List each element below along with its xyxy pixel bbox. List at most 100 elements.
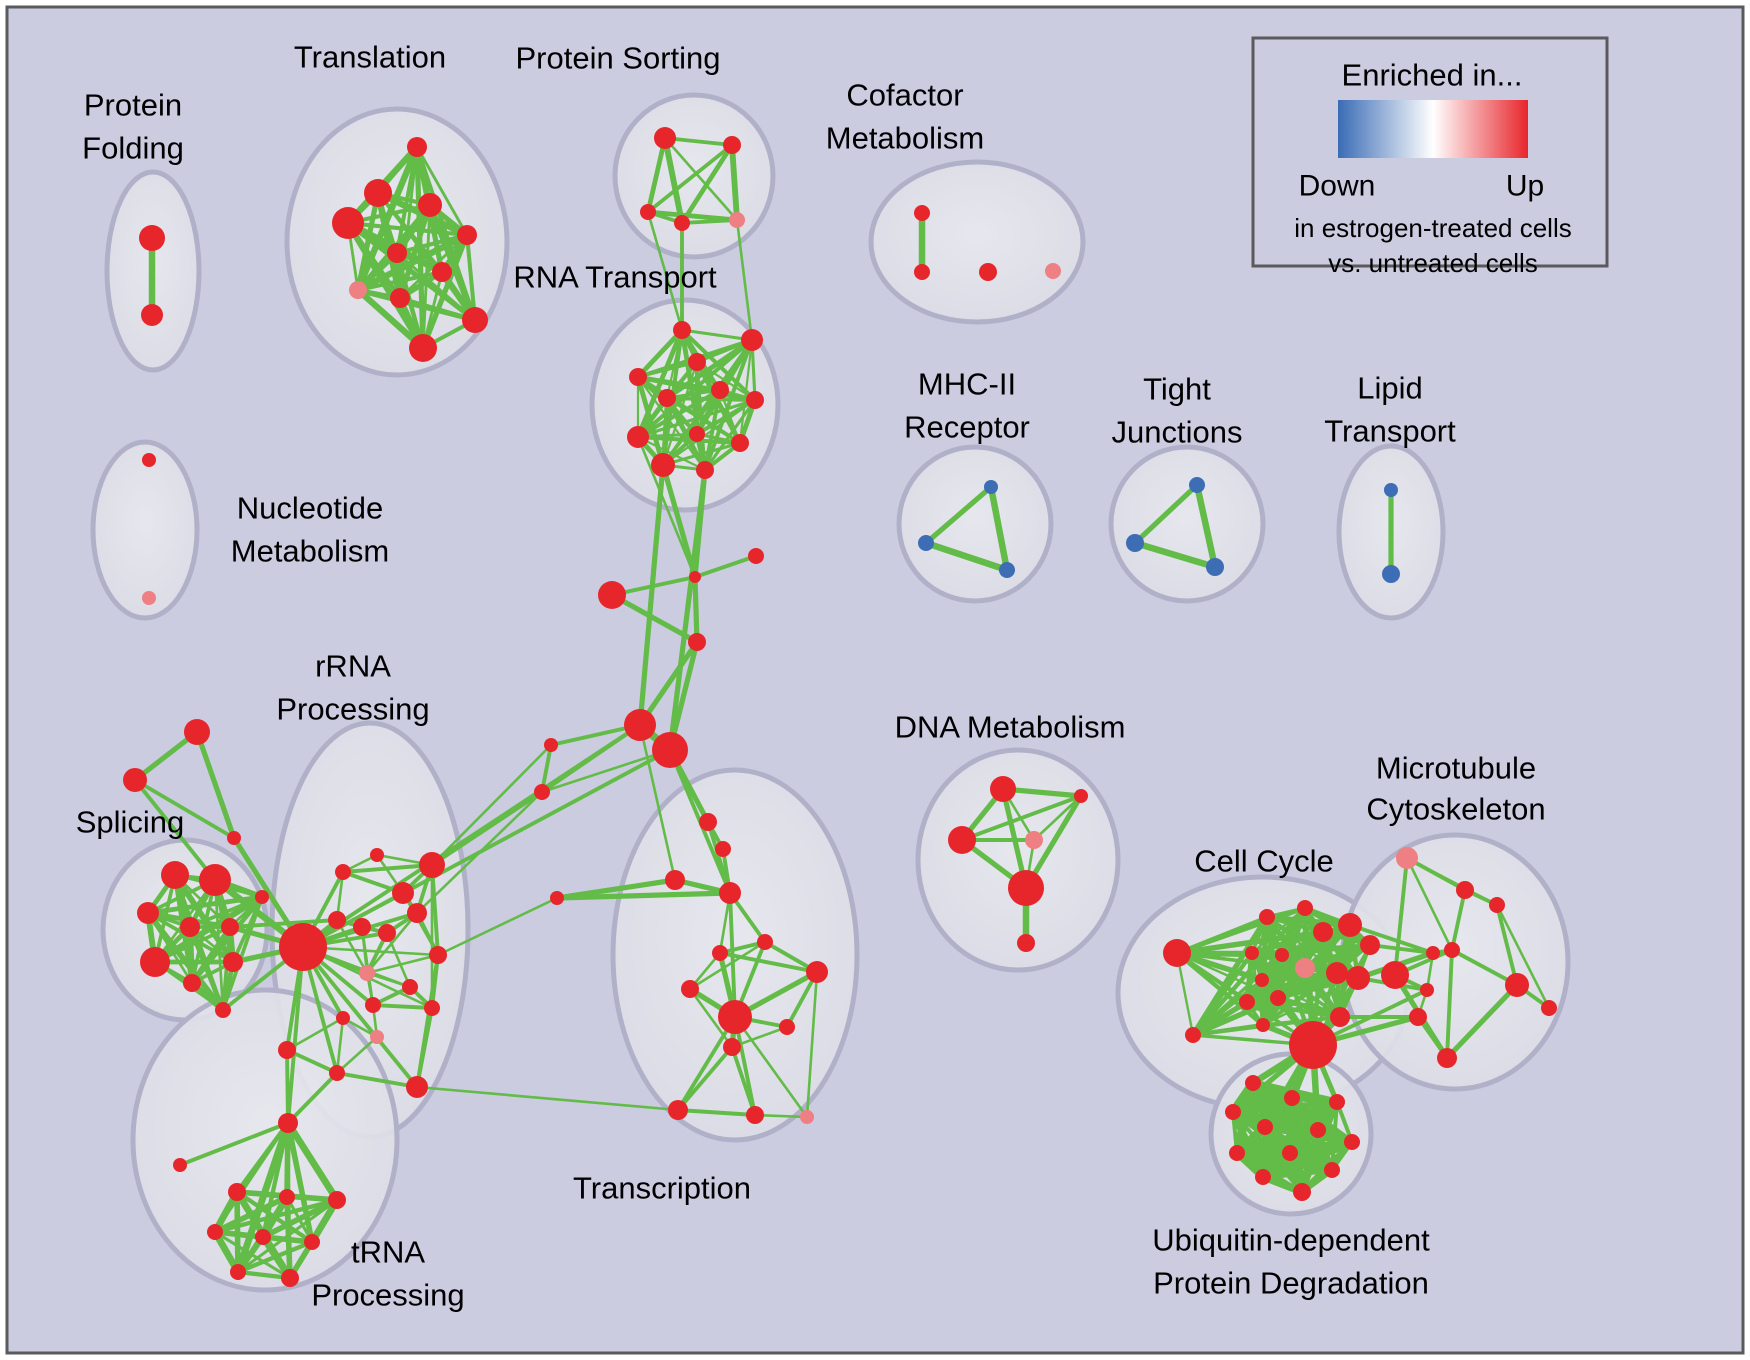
link-edge bbox=[638, 723, 677, 882]
edge-rrna-processing bbox=[335, 918, 369, 975]
legend-caption-line1: in estrogen-treated cells bbox=[1294, 213, 1571, 243]
edge-connector bbox=[692, 574, 700, 645]
node-connector bbox=[534, 784, 550, 800]
edge-translation bbox=[345, 220, 470, 238]
node-cell-cycle bbox=[1256, 1018, 1270, 1032]
edge-dna-metabolism bbox=[1032, 794, 1083, 842]
node-microtubule-cytoskeleton bbox=[1381, 961, 1409, 989]
node-splicing bbox=[161, 861, 189, 889]
edge-mhc-ii-receptor bbox=[987, 483, 1011, 574]
node-translation bbox=[364, 179, 392, 207]
node-down-tight-junctions bbox=[1206, 558, 1224, 576]
edge-translation bbox=[464, 232, 478, 323]
node-rrna-processing bbox=[359, 965, 375, 981]
node-ubiquitin-degradation bbox=[1229, 1145, 1245, 1161]
cluster-label-cofactor-metabolism: Metabolism bbox=[826, 121, 985, 156]
node-translation bbox=[432, 262, 452, 282]
edge-transcription bbox=[676, 1015, 737, 1112]
node-connector bbox=[544, 738, 558, 752]
edge-connector bbox=[609, 592, 700, 645]
node-rna-transport bbox=[731, 434, 749, 452]
cluster-label-mhc-ii-receptor: Receptor bbox=[904, 410, 1030, 445]
node-splicing bbox=[180, 917, 200, 937]
node-rrna-processing bbox=[329, 1065, 345, 1081]
node-cofactor-metabolism bbox=[914, 264, 930, 280]
node-trna-processing bbox=[207, 1224, 223, 1240]
cluster-ellipse-cofactor-metabolism bbox=[868, 159, 1086, 325]
cluster-label-protein-sorting: Protein Sorting bbox=[515, 41, 720, 76]
edge-connector bbox=[540, 748, 672, 794]
legend-caption-line2: vs. untreated cells bbox=[1328, 248, 1538, 278]
edge-transcription bbox=[688, 940, 767, 991]
cluster-label-microtubule-cytoskeleton: Cytoskeleton bbox=[1366, 792, 1545, 827]
edge-transcription bbox=[676, 1108, 757, 1117]
node-rrna-processing bbox=[335, 864, 351, 880]
node-microtubule-cytoskeleton bbox=[1409, 1008, 1427, 1026]
cluster-label-trna-processing: Processing bbox=[311, 1278, 464, 1313]
edge-free-triangle bbox=[194, 729, 237, 841]
edge-translation bbox=[345, 220, 478, 323]
node-cell-cycle bbox=[1289, 1021, 1337, 1069]
edge-microtubule-cytoskeleton bbox=[1495, 903, 1519, 987]
node-down-tight-junctions bbox=[1126, 534, 1144, 552]
edge-connector bbox=[610, 575, 697, 597]
node-dna-metabolism bbox=[1008, 870, 1044, 906]
edge-dna-metabolism bbox=[1000, 786, 1084, 799]
node-cell-cycle bbox=[1338, 913, 1362, 937]
link-edge bbox=[285, 1048, 290, 1125]
node-protein-sorting bbox=[729, 212, 745, 228]
edge-splicing bbox=[221, 895, 264, 1012]
node-connector bbox=[688, 633, 706, 651]
node-rrna-processing bbox=[370, 1030, 384, 1044]
edge-trna-processing bbox=[260, 1234, 315, 1245]
edge-connector bbox=[540, 723, 642, 794]
node-down-mhc-ii-receptor bbox=[999, 562, 1015, 578]
edge-rna-transport bbox=[635, 374, 758, 403]
node-free-triangle bbox=[184, 719, 210, 745]
node-translation bbox=[409, 334, 437, 362]
node-cell-cycle bbox=[1259, 909, 1275, 925]
node-rrna-processing bbox=[407, 903, 427, 923]
node-rrna-processing bbox=[424, 1000, 440, 1016]
node-nucleotide-metabolism bbox=[142, 591, 156, 605]
node-free-triangle bbox=[123, 768, 147, 792]
edge-protein-sorting bbox=[663, 136, 739, 222]
node-rrna-processing bbox=[365, 997, 381, 1013]
node-down-lipid-transport bbox=[1384, 483, 1398, 497]
edge-splicing bbox=[152, 894, 265, 965]
node-rna-transport bbox=[673, 321, 691, 339]
node-rrna-processing bbox=[378, 924, 396, 942]
node-connector bbox=[748, 548, 764, 564]
node-cell-cycle bbox=[1185, 1027, 1201, 1043]
node-transcription bbox=[800, 1110, 814, 1124]
edge-transcription bbox=[718, 951, 819, 974]
node-protein-sorting bbox=[640, 204, 656, 220]
cluster-label-mhc-ii-receptor: MHC-II bbox=[918, 367, 1016, 402]
link-edge bbox=[286, 945, 305, 1125]
node-microtubule-cytoskeleton bbox=[1426, 946, 1440, 960]
node-trna-processing bbox=[279, 1189, 295, 1205]
node-transcription bbox=[550, 891, 564, 905]
node-translation bbox=[418, 193, 442, 217]
node-microtubule-cytoskeleton bbox=[1420, 983, 1434, 997]
edge-translation bbox=[395, 251, 477, 322]
edge-transcription bbox=[688, 987, 734, 1049]
node-cell-cycle bbox=[1360, 935, 1380, 955]
legend-gradient-bar bbox=[1338, 100, 1528, 158]
cluster-label-nucleotide-metabolism: Metabolism bbox=[231, 534, 390, 569]
edge-rna-transport bbox=[665, 396, 757, 402]
node-dna-metabolism bbox=[948, 826, 976, 854]
node-dna-metabolism bbox=[990, 776, 1016, 802]
edge-rrna-processing bbox=[285, 1048, 339, 1075]
node-rrna-processing bbox=[278, 1041, 296, 1059]
legend-up-label: Up bbox=[1506, 170, 1544, 203]
node-ubiquitin-degradation bbox=[1293, 1183, 1311, 1201]
node-trna-processing bbox=[328, 1191, 346, 1209]
edge-trna-processing bbox=[284, 1119, 341, 1204]
cluster-label-ubiquitin-degradation: Protein Degradation bbox=[1153, 1266, 1429, 1301]
edge-transcription bbox=[676, 1045, 734, 1112]
node-down-tight-junctions bbox=[1189, 477, 1205, 493]
node-rrna-processing bbox=[353, 918, 371, 936]
node-trna-processing bbox=[304, 1234, 320, 1250]
edge-dna-metabolism bbox=[960, 794, 1083, 842]
